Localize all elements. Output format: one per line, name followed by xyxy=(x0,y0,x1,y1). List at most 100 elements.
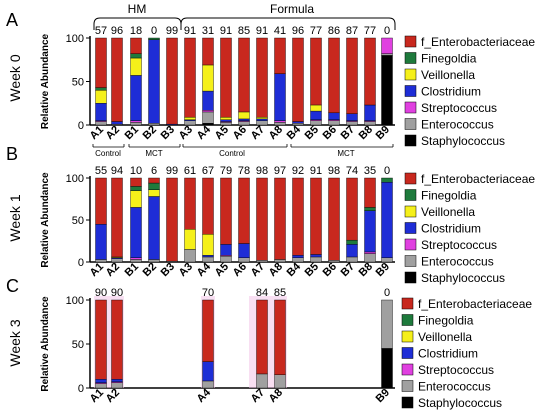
bar-top-label: 61 xyxy=(184,165,196,177)
bar-top-label: 77 xyxy=(364,25,376,37)
y-tick-label: 100 xyxy=(66,295,84,307)
bar-segment-finegoldia xyxy=(148,182,160,190)
x-tick-label: A3 xyxy=(177,261,195,279)
legend-swatch-finegoldia xyxy=(401,314,414,326)
legend-swatch-veillonella xyxy=(404,205,417,218)
y-tick-label: 50 xyxy=(72,339,84,351)
legend-label: Finegoldia xyxy=(421,52,477,66)
bar-top-label: 41 xyxy=(274,25,286,37)
x-tick-label: B2 xyxy=(141,124,159,142)
y-tick-label: 0 xyxy=(78,120,84,132)
bar-segment-clostridium xyxy=(130,75,142,121)
bar-top-label: 91 xyxy=(310,165,322,177)
bar-top-label: 96 xyxy=(111,25,123,37)
bar-top-label: 57 xyxy=(95,25,107,37)
legend-swatch-staphylococcus xyxy=(404,271,417,284)
bar-segment-f-enterobacteriaceae xyxy=(184,177,196,230)
x-tick-label: B9 xyxy=(374,387,392,405)
x-tick-label: A5 xyxy=(213,124,231,142)
bar-segment-f-enterobacteriaceae xyxy=(364,37,376,106)
panel-letter-B: B xyxy=(6,144,18,164)
bar-top-label: 85 xyxy=(274,287,286,299)
bar-top-label: 92 xyxy=(292,165,304,177)
bar-segment-finegoldia xyxy=(148,37,160,40)
formula-group-bracket xyxy=(180,17,396,30)
bar-top-label: 55 xyxy=(95,165,107,177)
bar-top-label: 85 xyxy=(238,25,250,37)
legend-label: Staphylococcus xyxy=(421,271,505,285)
legend-label: f_Enterobacteriaceae xyxy=(421,35,535,49)
x-tick-label: B3 xyxy=(159,261,177,279)
bar-segment-veillonella xyxy=(202,64,214,92)
bar-top-label: 10 xyxy=(130,165,142,177)
y-tick-label: 100 xyxy=(66,173,84,185)
legend-swatch-f-enterobacteriaceae xyxy=(401,297,414,310)
legend-swatch-clostridium xyxy=(401,347,414,359)
bar-segment-streptococcus xyxy=(274,120,286,123)
bar-top-label: 96 xyxy=(292,25,304,37)
bar-segment-f-enterobacteriaceae xyxy=(346,37,358,114)
bar-segment-clostridium xyxy=(220,119,232,122)
bar-segment-f-enterobacteriaceae xyxy=(256,299,268,375)
bar-segment-clostridium xyxy=(130,207,142,258)
legend-swatch-finegoldia xyxy=(404,189,417,201)
legend-swatch-f-enterobacteriaceae xyxy=(404,35,417,48)
legend-label: Staphylococcus xyxy=(421,134,505,148)
y-axis-label: Relative Abundance xyxy=(40,296,51,392)
y-tick-label: 0 xyxy=(78,383,84,395)
bar-top-label: 97 xyxy=(274,165,286,177)
bar-top-label: 98 xyxy=(256,165,268,177)
bar-top-label: 79 xyxy=(220,165,232,177)
legend-swatch-clostridium xyxy=(404,85,417,97)
bar-segment-f-enterobacteriaceae xyxy=(202,299,214,362)
bar-top-label: 90 xyxy=(111,287,123,299)
x-tick-label: A4 xyxy=(195,386,214,405)
x-tick-label: B7 xyxy=(339,261,357,279)
bar-top-label: 77 xyxy=(310,25,322,37)
bar-segment-f-enterobacteriaceae xyxy=(346,177,358,241)
bar-top-label: 18 xyxy=(130,25,142,37)
group-label-hm: HM xyxy=(128,2,147,16)
bar-top-label: 91 xyxy=(220,25,232,37)
bar-top-label: 91 xyxy=(256,25,268,37)
bar-segment-veillonella xyxy=(95,89,107,104)
x-tick-label: B4 xyxy=(285,123,304,142)
bar-segment-f-enterobacteriaceae xyxy=(256,37,268,118)
legend-swatch-veillonella xyxy=(401,330,414,343)
bar-top-label: 86 xyxy=(328,25,340,37)
legend-swatch-finegoldia xyxy=(404,52,417,64)
legend-swatch-enterococcus xyxy=(401,380,414,392)
group-label-formula: Formula xyxy=(270,2,314,16)
y-axis-label: Relative Abundance xyxy=(40,172,51,268)
legend-swatch-staphylococcus xyxy=(404,134,417,147)
bar-segment-clostridium xyxy=(148,39,160,124)
x-tick-label: B6 xyxy=(321,124,339,142)
bar-segment-finegoldia xyxy=(381,177,393,183)
bar-segment-f-enterobacteriaceae xyxy=(292,177,304,256)
x-tick-label: A7 xyxy=(249,261,267,279)
bar-segment-veillonella xyxy=(148,189,160,197)
bar-segment-staphylococcus xyxy=(381,348,393,389)
bar-segment-f-enterobacteriaceae xyxy=(256,177,268,261)
bar-segment-enterococcus xyxy=(381,299,393,349)
x-tick-label: B3 xyxy=(159,124,177,142)
bar-segment-enterococcus xyxy=(256,373,268,389)
y-tick-label: 100 xyxy=(66,33,84,45)
x-tick-label: A8 xyxy=(267,387,285,405)
bar-top-label: 67 xyxy=(202,165,214,177)
bar-segment-streptococcus xyxy=(381,37,393,54)
x-tick-label: B6 xyxy=(321,261,339,279)
bar-segment-clostridium xyxy=(292,121,304,124)
bar-segment-clostridium xyxy=(220,244,232,256)
bar-segment-finegoldia xyxy=(364,207,376,211)
bar-segment-finegoldia xyxy=(130,186,142,191)
bar-segment-f-enterobacteriaceae xyxy=(292,37,304,122)
legend-swatch-f-enterobacteriaceae xyxy=(404,172,417,185)
bar-top-label: 87 xyxy=(346,25,358,37)
bar-segment-enterococcus xyxy=(274,374,286,389)
legend-label: f_Enterobacteriaceae xyxy=(418,297,532,311)
bar-segment-f-enterobacteriaceae xyxy=(202,37,214,66)
panel-letter-C: C xyxy=(6,276,19,296)
bar-segment-clostridium xyxy=(238,118,250,121)
